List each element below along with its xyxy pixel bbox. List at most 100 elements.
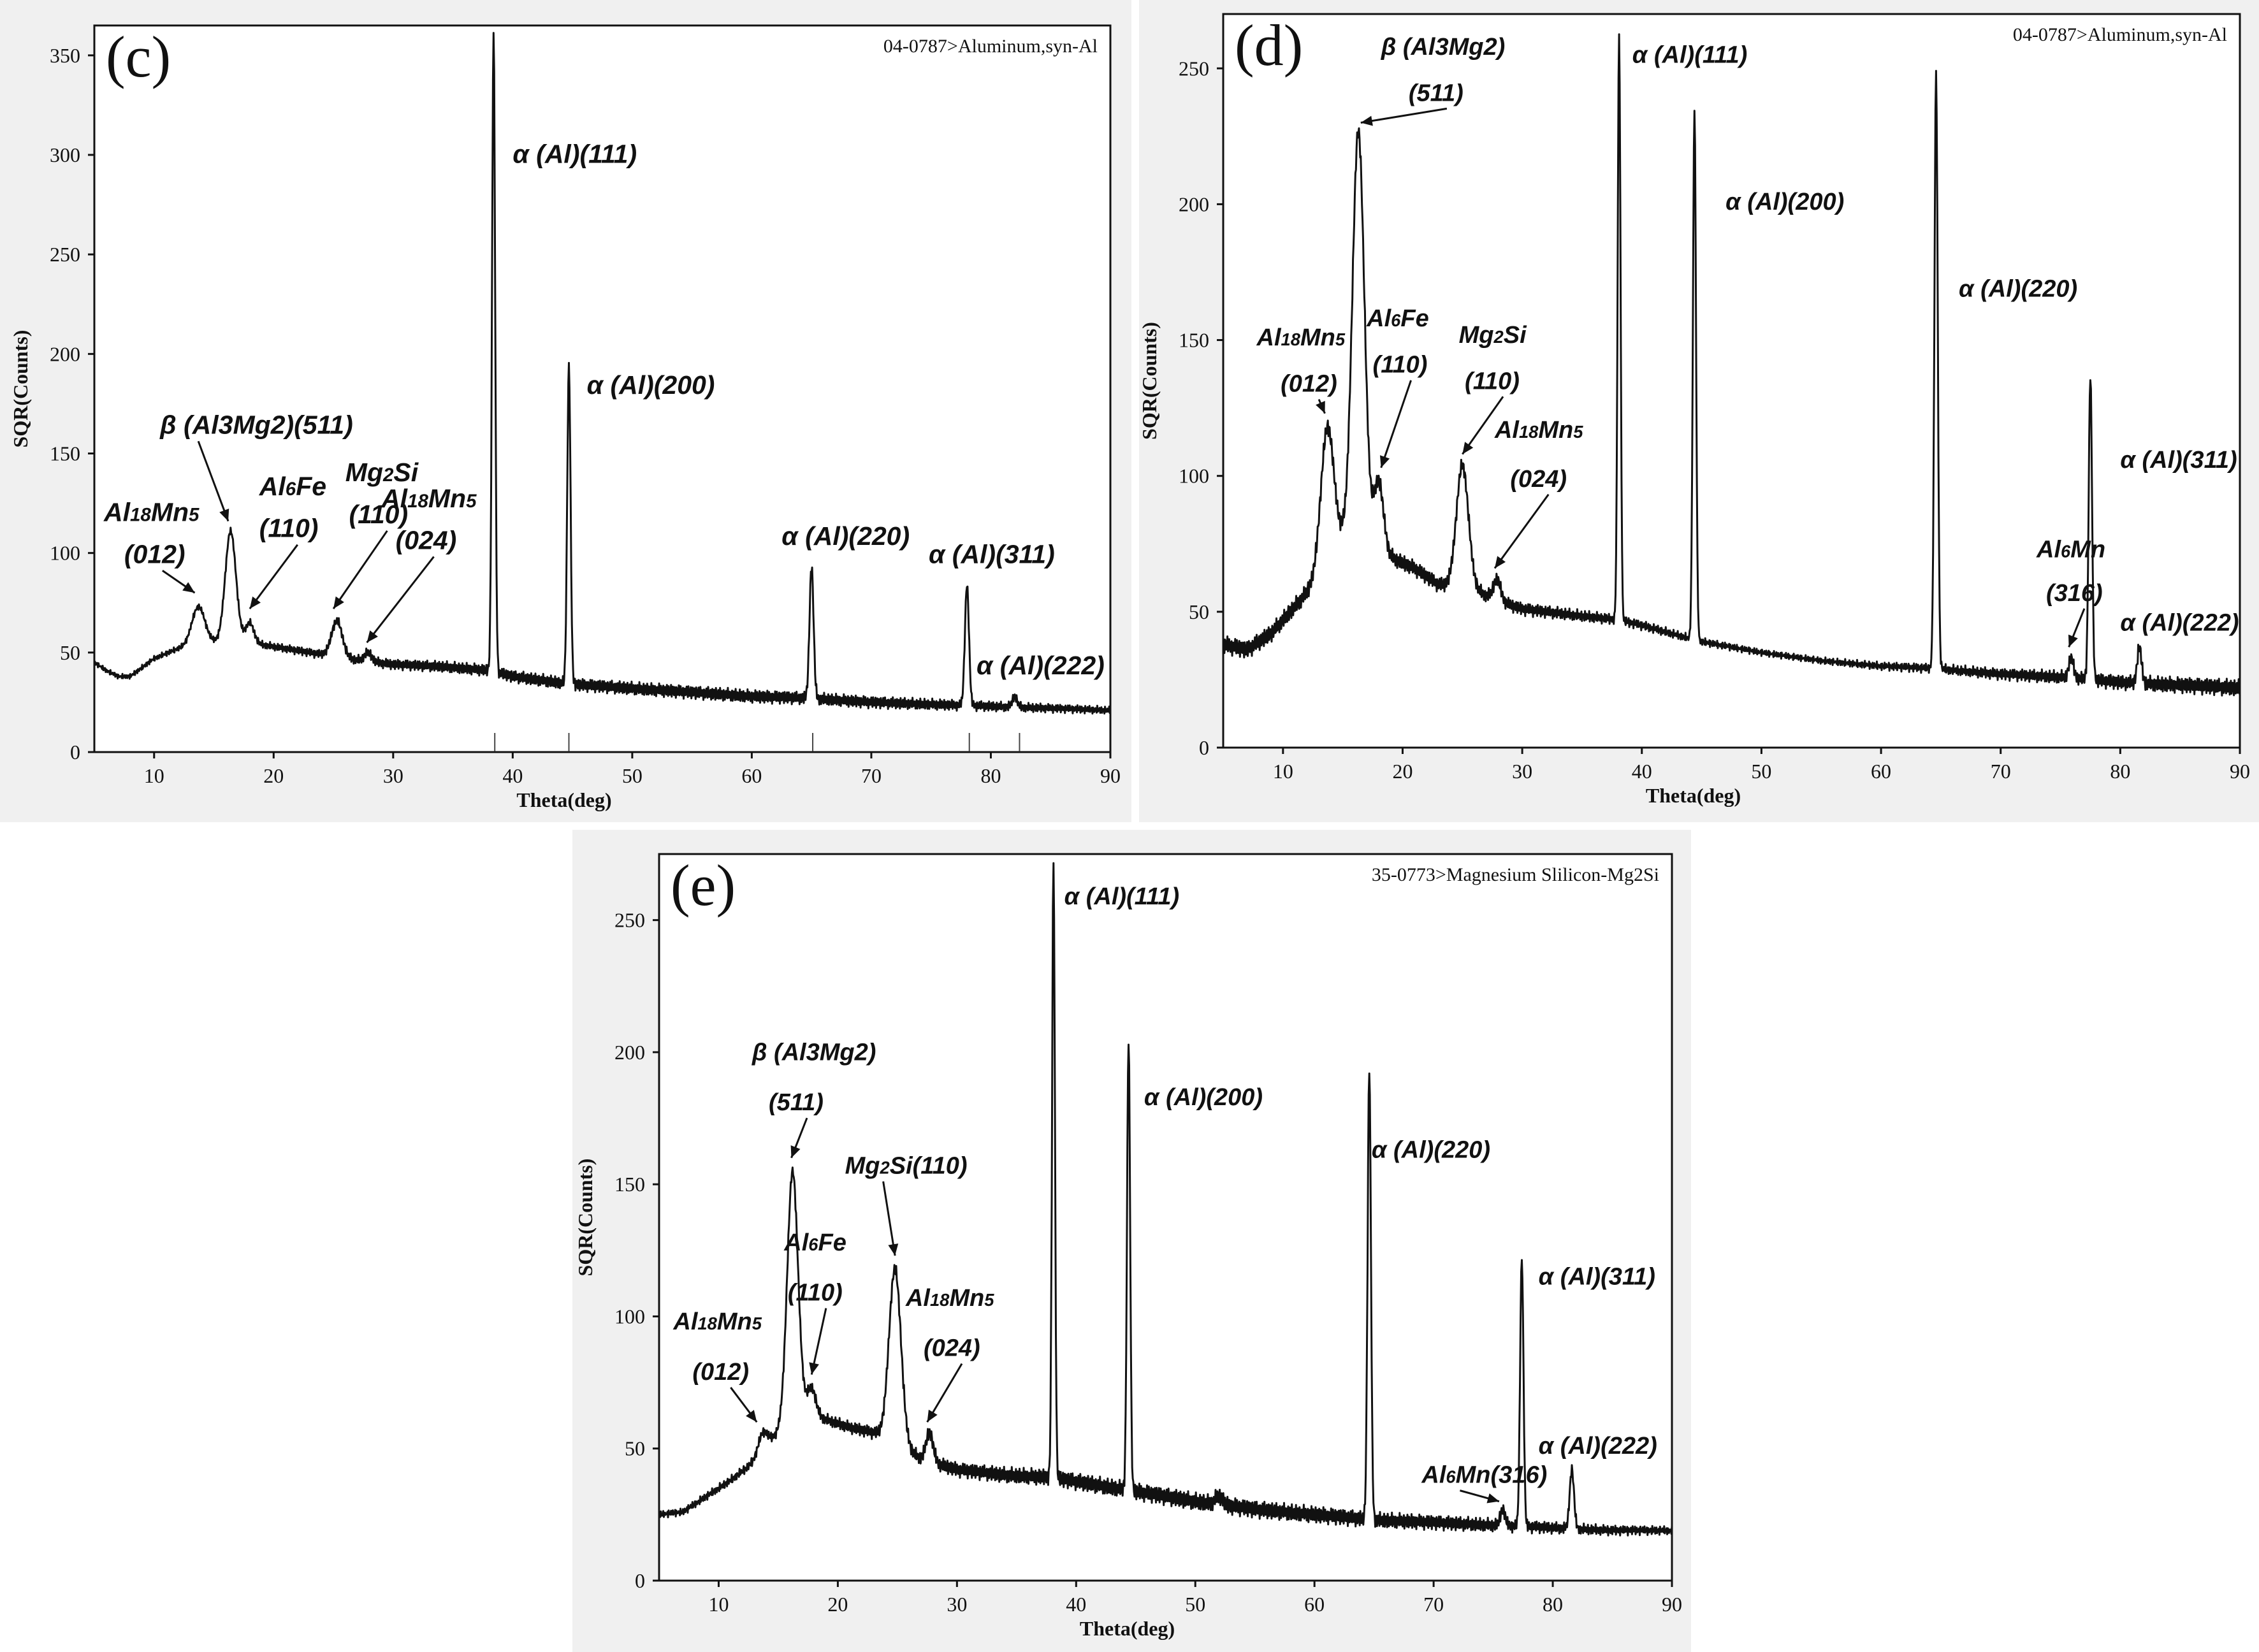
y-tick-label: 200	[614, 1041, 645, 1064]
peak-annotation: (024)	[924, 1335, 980, 1362]
peak-annotation: β (Al3Mg2)	[1381, 34, 1506, 61]
y-tick-label: 250	[614, 909, 645, 932]
peak-annotation: Al6Mn(316)	[1421, 1462, 1547, 1489]
peak-annotation: (110)	[259, 514, 319, 543]
arrow-head-icon	[1379, 455, 1390, 468]
y-tick-label: 50	[60, 641, 80, 664]
x-tick-label: 10	[708, 1593, 729, 1616]
y-axis-label: SQR(Counts)	[9, 330, 32, 448]
panel-label: (c)	[106, 24, 171, 89]
x-tick-label: 20	[263, 764, 284, 787]
panel-d: 10 20 30 40 50 60 70 80 90 0 50 100 150 200 250 Theta(d…	[1139, 0, 2259, 822]
y-tick-label: 150	[1179, 329, 1209, 352]
arrow-head-icon	[927, 1409, 938, 1423]
peak-annotation: (110)	[1465, 368, 1520, 395]
x-tick-label: 80	[1543, 1593, 1563, 1616]
peak-annotation: α (Al)(220)	[1959, 275, 2077, 302]
peak-annotation: α (Al)(222)	[2120, 610, 2239, 637]
xrd-chart-d: 10 20 30 40 50 60 70 80 90 0 50 100 150 200 250 Theta(d…	[1139, 13, 2250, 807]
peak-annotation: Al18Mn5	[381, 484, 477, 513]
y-tick-label: 100	[614, 1305, 645, 1328]
y-tick-label: 100	[50, 542, 80, 565]
annotation-arrow	[1462, 396, 1504, 455]
peak-annotation: α (Al)(220)	[781, 521, 910, 551]
y-tick-label: 200	[50, 342, 80, 365]
x-tick-label: 50	[622, 764, 643, 787]
annotation-arrow	[366, 556, 435, 644]
peak-annotation: α (Al)(311)	[2120, 447, 2237, 474]
panel-label: (d)	[1235, 13, 1303, 78]
panel-c: 10 20 30 40 50 60 70 80 90 0 50 100 150 200 250 300 350 T…	[0, 0, 1131, 822]
y-tick-label: 250	[50, 243, 80, 266]
peak-annotation: Al6Fe	[1366, 305, 1429, 332]
arrow-head-icon	[333, 596, 344, 609]
plot-area	[93, 24, 1112, 753]
peak-annotation: Al18Mn5	[905, 1285, 994, 1312]
arrow-head-icon	[367, 630, 378, 643]
arrow-head-icon	[746, 1410, 757, 1423]
x-tick-label: 60	[1871, 760, 1891, 783]
peak-annotation: β (Al3Mg2)(511)	[159, 410, 353, 439]
x-tick-label: 90	[1100, 764, 1121, 787]
annotation-arrow	[249, 544, 298, 610]
y-axis-label: SQR(Counts)	[574, 1159, 597, 1277]
annotation-arrow	[1360, 107, 1448, 124]
diffraction-trace	[93, 32, 1112, 715]
x-tick-label: 30	[947, 1593, 967, 1616]
annotation-arrow	[1493, 493, 1550, 569]
arrow-head-icon	[2068, 634, 2078, 648]
peak-annotation: (024)	[1510, 466, 1567, 493]
x-tick-label: 20	[827, 1593, 848, 1616]
arrow-head-icon	[1316, 400, 1325, 414]
x-tick-label: 50	[1185, 1593, 1205, 1616]
diffraction-trace	[658, 862, 1673, 1537]
x-tick-label: 90	[1662, 1593, 1682, 1616]
peak-annotation: Al18Mn5	[1494, 417, 1583, 444]
y-tick-label: 100	[1179, 465, 1209, 488]
peak-annotation: α (Al)(111)	[1064, 883, 1180, 910]
peak-annotation: (511)	[1409, 80, 1464, 106]
x-axis-label: Theta(deg)	[1080, 1617, 1175, 1640]
x-tick-label: 50	[1751, 760, 1771, 783]
x-tick-label: 70	[1423, 1593, 1444, 1616]
peak-annotation: Al6Fe	[783, 1229, 846, 1256]
peak-annotation: α (Al)(311)	[929, 539, 1055, 569]
peak-annotation: α (Al)(200)	[587, 370, 715, 400]
peak-annotation: (012)	[692, 1359, 749, 1386]
xrd-chart-e: 10 20 30 40 50 60 70 80 90 0 50 100 150 200 250 Theta(d…	[574, 853, 1682, 1640]
peak-annotation: α (Al)(222)	[1539, 1433, 1657, 1460]
peak-annotation: (012)	[1281, 371, 1337, 398]
x-tick-label: 30	[383, 764, 403, 787]
x-tick-label: 60	[1304, 1593, 1325, 1616]
peak-annotation: Mg2Si	[1459, 322, 1527, 349]
peak-annotation: β (Al3Mg2)	[752, 1039, 876, 1066]
x-tick-label: 80	[2110, 760, 2130, 783]
x-tick-label: 40	[502, 764, 523, 787]
y-tick-label: 0	[635, 1569, 645, 1592]
peak-annotation: (110)	[349, 500, 408, 529]
y-axis-label: SQR(Counts)	[1139, 322, 1161, 440]
peak-annotation: (316)	[2046, 580, 2103, 607]
y-tick-label: 300	[50, 143, 80, 166]
peak-annotation: Al6Mn	[2036, 537, 2105, 563]
xrd-chart-c: 10 20 30 40 50 60 70 80 90 0 50 100 150 200 250 300 350 T…	[9, 24, 1121, 811]
arrow-head-icon	[790, 1145, 801, 1158]
x-tick-label: 90	[2230, 760, 2250, 783]
x-tick-label: 70	[1991, 760, 2011, 783]
annotation-arrow	[1380, 380, 1412, 468]
peak-annotation: (110)	[788, 1280, 843, 1307]
annotation-arrow	[882, 1181, 896, 1256]
y-tick-label: 0	[70, 741, 80, 764]
x-axis-label: Theta(deg)	[1646, 784, 1741, 807]
peak-annotation: (012)	[124, 539, 185, 569]
arrow-head-icon	[1462, 442, 1474, 454]
arrow-head-icon	[182, 582, 195, 593]
x-tick-label: 10	[144, 764, 164, 787]
plot-area	[1222, 13, 2241, 749]
diffraction-trace	[1222, 33, 2241, 697]
reference-card-label: 35-0773>Magnesium Slilicon-Mg2Si	[1372, 864, 1659, 885]
annotation-arrow	[332, 530, 388, 609]
arrow-head-icon	[1494, 556, 1506, 569]
y-tick-label: 150	[614, 1173, 645, 1196]
y-tick-label: 50	[625, 1437, 645, 1460]
